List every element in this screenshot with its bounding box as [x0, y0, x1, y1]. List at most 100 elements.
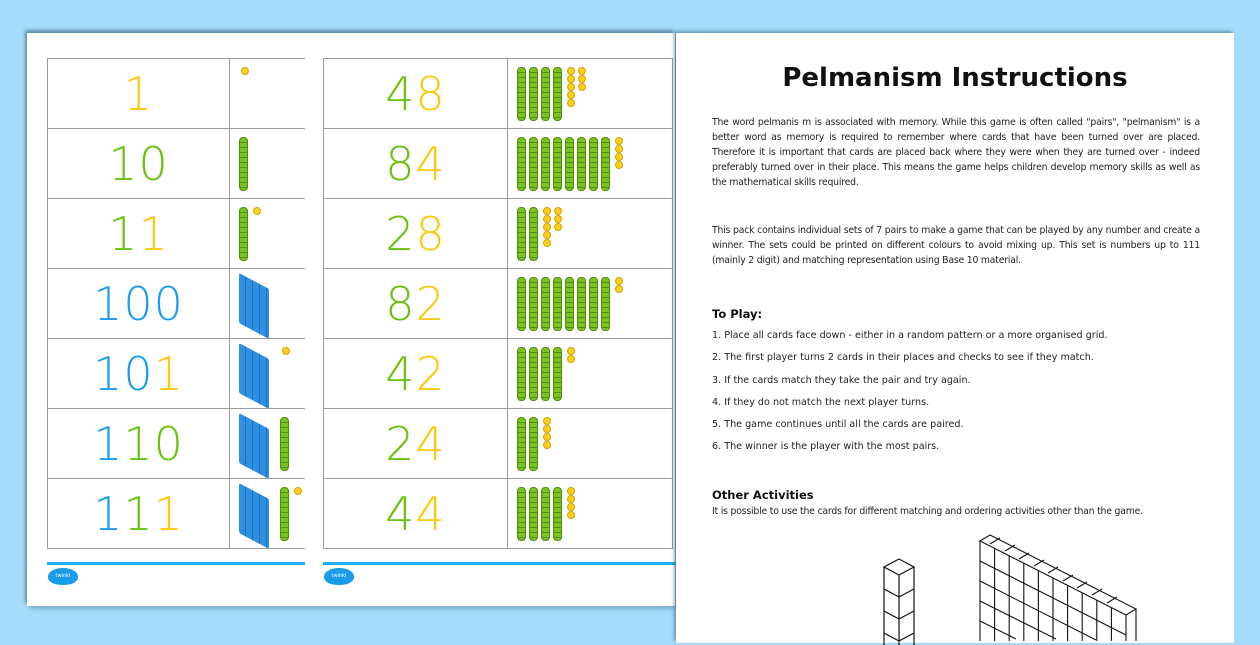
digit: 2: [415, 346, 446, 401]
unit-cube-icon: [543, 215, 551, 223]
steps-list: 1. Place all cards face down - either in…: [712, 329, 1202, 463]
number-card[interactable]: 48: [323, 58, 508, 129]
unit-cube-icon: [615, 161, 623, 169]
base10-blocks: [239, 413, 289, 479]
base10-card[interactable]: [507, 58, 673, 129]
ten-rod-icon: [529, 67, 538, 121]
base10-blocks: [517, 277, 623, 331]
card-row: 100: [47, 268, 305, 339]
number-card[interactable]: 101: [47, 338, 230, 409]
digit: 0: [123, 346, 154, 401]
card-row: 42: [323, 338, 673, 409]
unit-cube-icon: [567, 487, 575, 495]
unit-cube-icon: [543, 417, 551, 425]
ten-rod-icon: [517, 487, 526, 541]
ten-rod-icon: [601, 277, 610, 331]
base10-card[interactable]: [229, 408, 305, 479]
number-card[interactable]: 44: [323, 478, 508, 549]
unit-cube-icon: [554, 215, 562, 223]
unit-cube-icon: [543, 441, 551, 449]
digit: 4: [415, 416, 446, 471]
base10-card[interactable]: [507, 338, 673, 409]
unit-cube-icon: [578, 75, 586, 83]
number-card[interactable]: 100: [47, 268, 230, 339]
hundred-flat-icon: [239, 343, 269, 409]
ten-rod-icon: [553, 347, 562, 401]
card-row: 111: [47, 478, 305, 549]
unit-cube-icon: [543, 425, 551, 433]
number-card[interactable]: 28: [323, 198, 508, 269]
number-card[interactable]: 24: [323, 408, 508, 479]
digit: 1: [108, 206, 139, 261]
number-card[interactable]: 84: [323, 128, 508, 199]
base10-blocks: [517, 487, 575, 541]
number-card[interactable]: 110: [47, 408, 230, 479]
base10-card[interactable]: [507, 408, 673, 479]
base10-blocks: [517, 347, 575, 401]
unit-cube-icon: [282, 347, 290, 355]
step-item: 6. The winner is the player with the mos…: [712, 441, 940, 453]
base10-card[interactable]: [229, 58, 305, 129]
ten-rod-icon: [577, 137, 586, 191]
base10-card[interactable]: [229, 198, 305, 269]
unit-cube-icon: [543, 223, 551, 231]
digit: 0: [153, 276, 184, 331]
card-row: 44: [323, 478, 673, 549]
digit: 1: [93, 416, 124, 471]
hundred-flat-icon: [239, 273, 269, 339]
base10-card[interactable]: [229, 478, 305, 549]
to-play-heading: To Play:: [712, 307, 763, 321]
base10-blocks: [239, 343, 290, 409]
ten-rod-icon: [541, 487, 550, 541]
ten-rod-icon: [529, 347, 538, 401]
ten-rod-icon: [541, 137, 550, 191]
unit-cube-icon: [543, 239, 551, 247]
unit-cube-icon: [543, 207, 551, 215]
number-card[interactable]: 11: [47, 198, 230, 269]
digit: 0: [123, 276, 154, 331]
card-table-1: 1 10 11 100 101 110 111: [47, 58, 305, 549]
unit-cube-icon: [554, 207, 562, 215]
unit-cube-icon: [543, 231, 551, 239]
base10-blocks: [239, 273, 277, 339]
step-item: 3. If the cards match they take the pair…: [712, 374, 971, 386]
digit: 8: [385, 276, 416, 331]
number-card[interactable]: 10: [47, 128, 230, 199]
digit: 1: [138, 206, 169, 261]
number-card[interactable]: 1: [47, 58, 230, 129]
base10-card[interactable]: [507, 268, 673, 339]
number-card[interactable]: 42: [323, 338, 508, 409]
base10-card[interactable]: [229, 268, 305, 339]
base10-card[interactable]: [507, 128, 673, 199]
ten-rod-icon: [601, 137, 610, 191]
ten-rod-icon: [577, 277, 586, 331]
unit-cube-icon: [543, 433, 551, 441]
base10-card[interactable]: [507, 478, 673, 549]
number-card[interactable]: 82: [323, 268, 508, 339]
digit: 4: [385, 346, 416, 401]
ten-rod-illustration-icon: [882, 558, 916, 645]
digit: 4: [415, 136, 446, 191]
base10-card[interactable]: [507, 198, 673, 269]
hundred-flat-icon: [239, 413, 269, 479]
unit-cube-icon: [567, 355, 575, 363]
hundred-flat-illustration-icon: [978, 534, 1138, 641]
cards-sheet: 1 10 11 100 101 110 111 48 84 28 82 42 24 44 twinkl …: [27, 33, 675, 606]
ten-rod-icon: [280, 417, 289, 471]
card-table-2: 48 84 28 82 42 24 44: [323, 58, 673, 549]
base10-blocks: [517, 67, 586, 121]
ten-rod-icon: [517, 137, 526, 191]
other-activities-heading: Other Activities: [712, 488, 814, 502]
base10-blocks: [517, 417, 551, 471]
number-card[interactable]: 111: [47, 478, 230, 549]
ten-rod-icon: [541, 67, 550, 121]
ten-rod-icon: [589, 277, 598, 331]
intro-paragraph: The word pelmanis m is associated with m…: [712, 117, 1200, 188]
unit-cube-icon: [567, 495, 575, 503]
base10-card[interactable]: [229, 128, 305, 199]
card-row: 1: [47, 58, 305, 129]
unit-cube-icon: [294, 487, 302, 495]
base10-card[interactable]: [229, 338, 305, 409]
ten-rod-icon: [529, 417, 538, 471]
ten-rod-icon: [529, 207, 538, 261]
